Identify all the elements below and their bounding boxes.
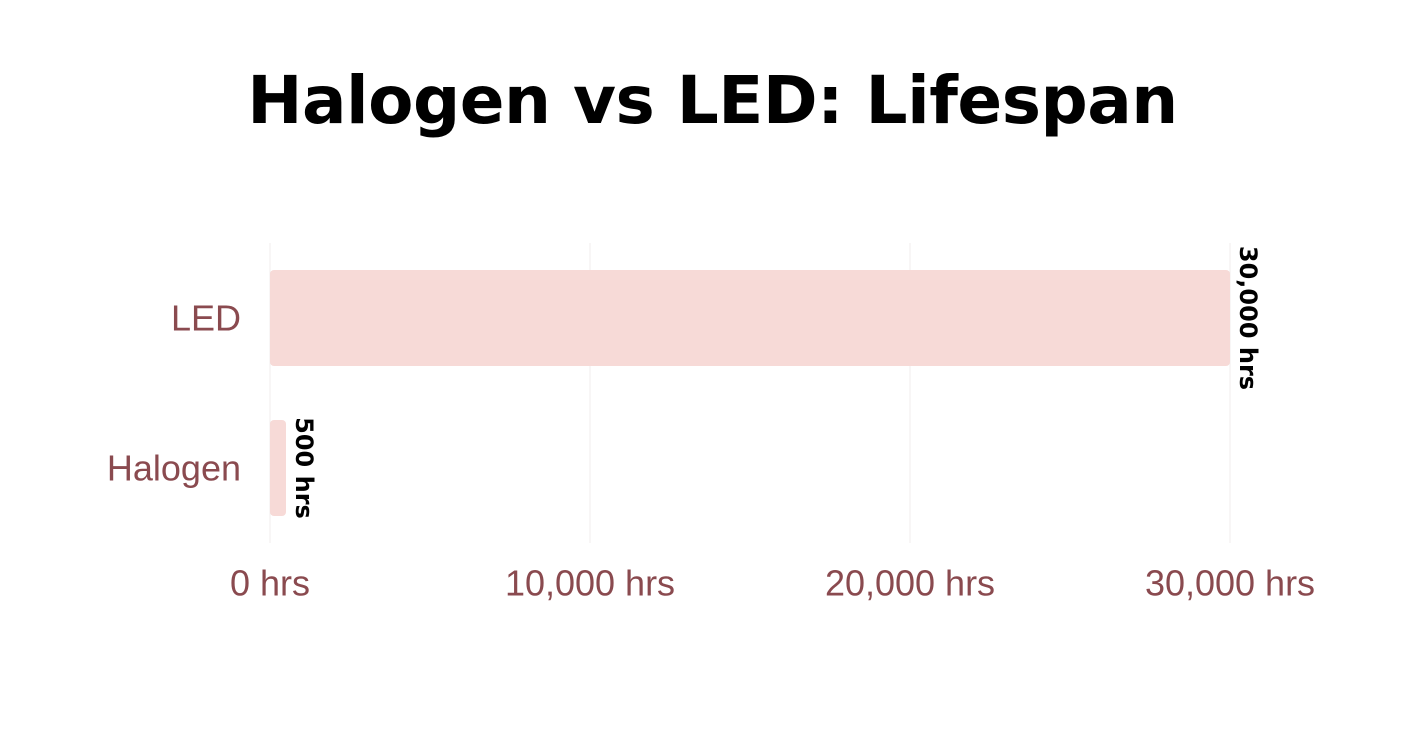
x-tick-labels: 0 hrs 10,000 hrs 20,000 hrs 30,000 hrs — [230, 563, 1315, 604]
data-labels: 30,000 hrs 500 hrs — [290, 246, 1262, 519]
bars — [270, 270, 1230, 516]
x-tick-label: 30,000 hrs — [1145, 563, 1315, 604]
x-tick-label: 20,000 hrs — [825, 563, 995, 604]
x-tick-label: 0 hrs — [230, 563, 310, 604]
data-label: 30,000 hrs — [1234, 246, 1262, 390]
category-label: Halogen — [107, 448, 241, 489]
bar-halogen — [270, 420, 286, 516]
chart-title: Halogen vs LED: Lifespan — [247, 62, 1178, 139]
x-tick-label: 10,000 hrs — [505, 563, 675, 604]
bar-led — [270, 270, 1230, 366]
category-labels: LED Halogen — [107, 298, 241, 489]
category-label: LED — [171, 298, 241, 339]
data-label: 500 hrs — [290, 417, 318, 519]
